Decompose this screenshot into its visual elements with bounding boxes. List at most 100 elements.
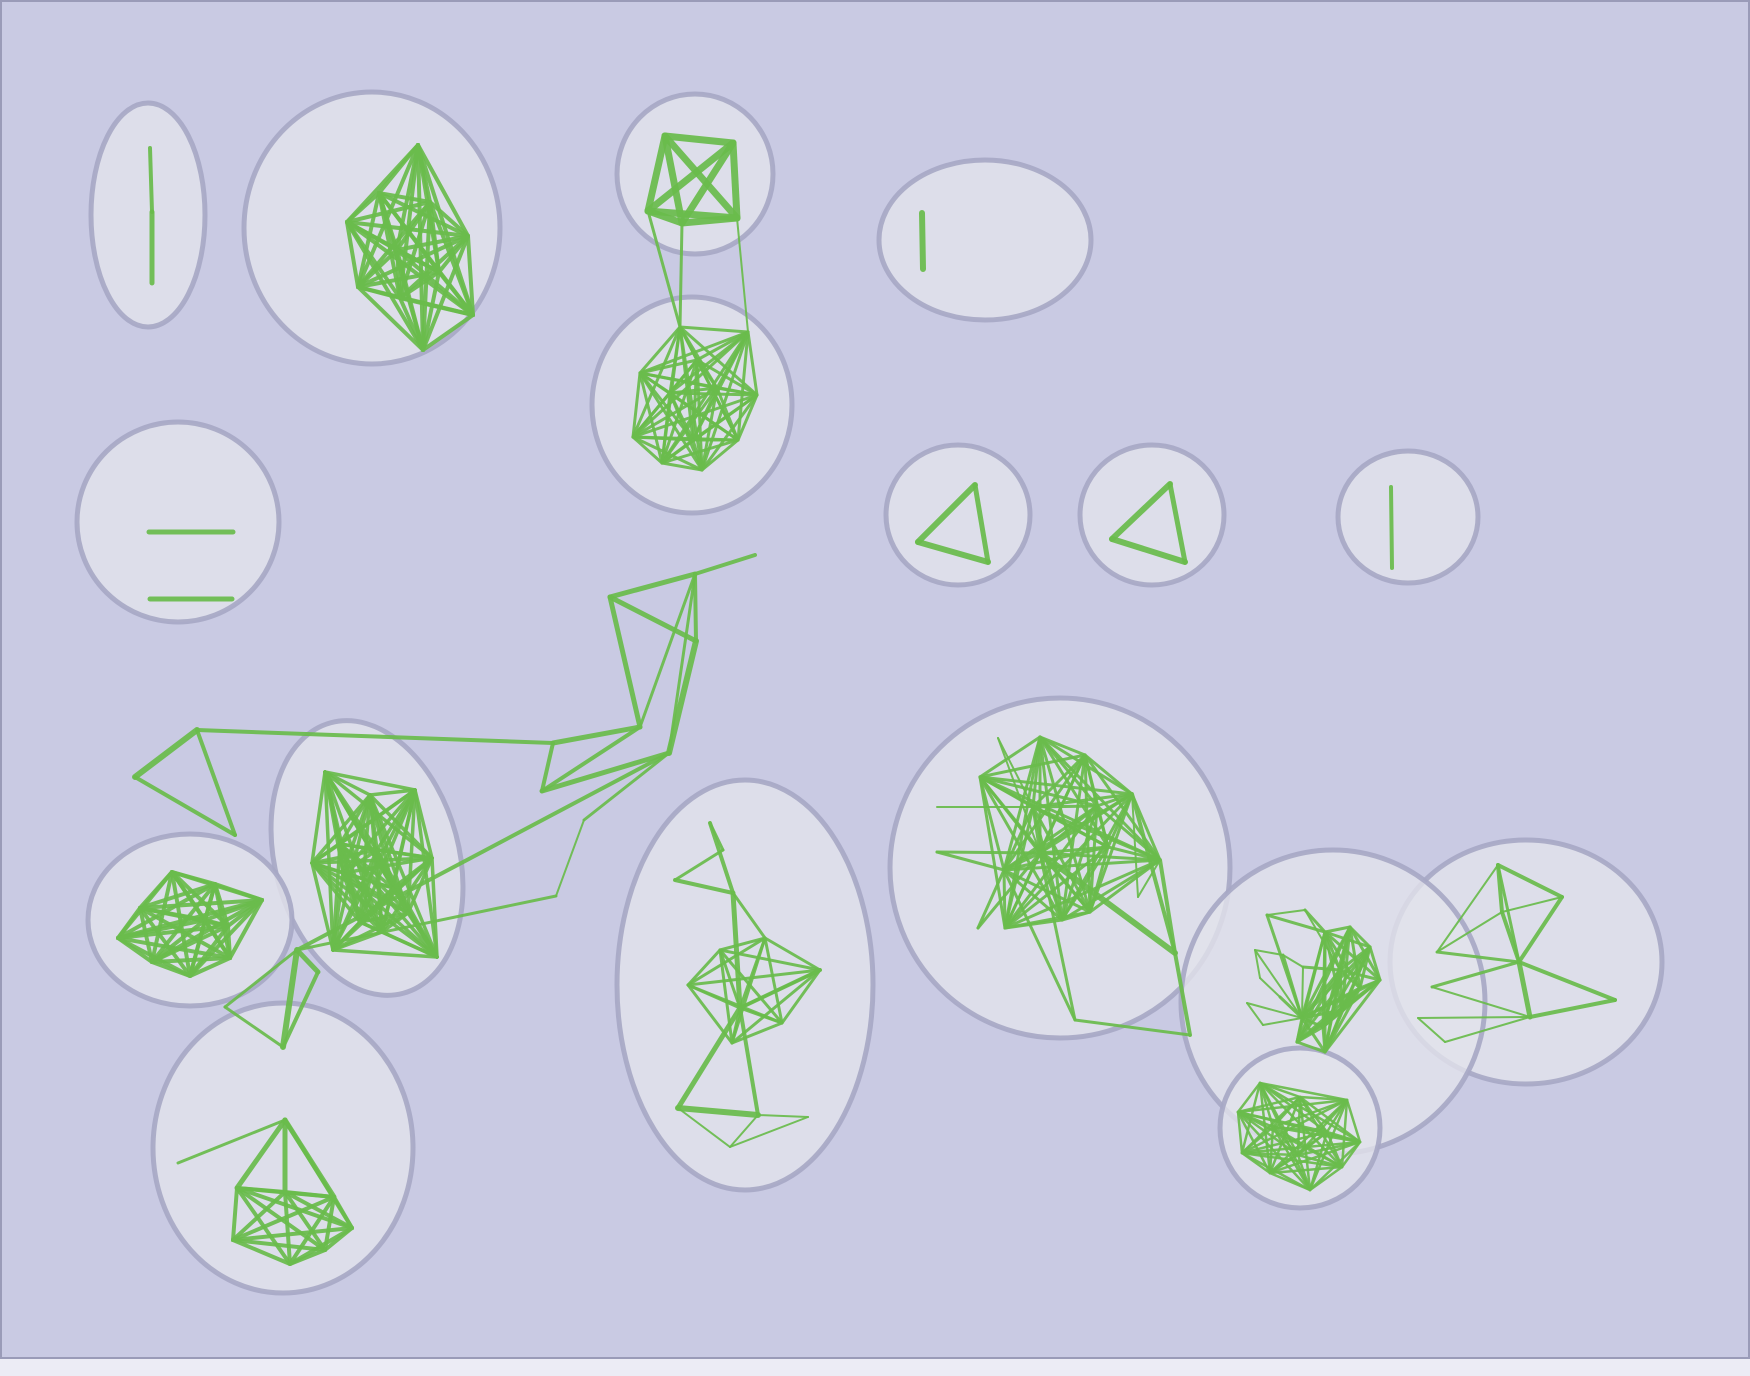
graph-edge [978, 735, 1042, 779]
graph-edge [1259, 977, 1281, 998]
graph-edge [738, 1006, 784, 1025]
graph-edge [1266, 909, 1306, 916]
graph-edge [356, 200, 432, 289]
graph-edge [341, 871, 384, 934]
graph-edge [398, 234, 470, 300]
graph-edge [730, 1021, 784, 1045]
graph-edge [1137, 859, 1161, 898]
graph-edge [231, 1226, 354, 1242]
graph-edge [1095, 804, 1110, 849]
graph-edge [398, 296, 475, 317]
graph-edge [188, 898, 264, 978]
graph-edge [368, 793, 439, 959]
graph-edge [294, 947, 321, 975]
graph-edge [1323, 1008, 1344, 1054]
cluster-blob-tight-junctions [1077, 442, 1227, 588]
graph-edge [1496, 863, 1564, 899]
graph-edge [763, 936, 784, 1025]
graph-edge [972, 482, 991, 565]
graph-edge [1338, 968, 1382, 982]
graph-edge [310, 770, 327, 865]
graph-edge [1240, 1130, 1329, 1155]
graph-edge [678, 325, 750, 334]
graph-edge [195, 728, 555, 745]
graph-edge [1301, 966, 1304, 1019]
graph-edge [1109, 481, 1173, 542]
graph-edge [976, 851, 1042, 930]
graph-edge [1236, 1081, 1262, 1114]
graph-edge [341, 871, 410, 915]
graph-edge [678, 139, 737, 227]
graph-edge [1088, 858, 1162, 914]
graph-edge [1060, 858, 1162, 922]
graph-edge [331, 911, 410, 952]
graph-edge [1254, 949, 1284, 956]
graph-edge [666, 638, 699, 756]
graph-edge [1436, 864, 1499, 953]
graph-edge [729, 1114, 759, 1148]
graph-edge [919, 210, 926, 272]
graph-edge [1109, 536, 1188, 565]
graph-edge [416, 143, 470, 238]
cluster-blob-nucleotide-metabolism [74, 419, 282, 625]
graph-edge [729, 139, 741, 222]
graph-edge [1167, 481, 1188, 565]
graph-edge [283, 1190, 327, 1252]
graph-edge [780, 968, 822, 1025]
graph-edge [730, 890, 743, 1011]
graph-edge [228, 898, 264, 960]
graph-edge [116, 918, 207, 940]
graph-edge [195, 728, 237, 837]
graph-edge [226, 898, 264, 928]
graph-edge [283, 1118, 354, 1230]
graph-edge [678, 325, 704, 472]
graph-edge [686, 948, 722, 987]
graph-edge [1002, 858, 1162, 872]
graph-edge [331, 948, 439, 959]
graph-edge [631, 435, 664, 465]
graph-edge [150, 870, 174, 964]
graph-edge [718, 936, 767, 952]
graph-edge [138, 898, 264, 910]
graph-edge [746, 330, 759, 397]
graph-edge [678, 214, 741, 227]
graph-edge [757, 1114, 809, 1118]
graph-edge [231, 1238, 292, 1266]
graph-edge [1002, 805, 1035, 872]
graph-edge [976, 868, 1006, 930]
graph-edge [1417, 1016, 1531, 1019]
graph-edge [116, 906, 142, 940]
graph-edge [188, 918, 207, 978]
graph-edge [283, 1190, 292, 1266]
graph-edge [678, 221, 684, 329]
graph-edge [607, 594, 643, 730]
graph-edge [1368, 945, 1382, 982]
graph-edge [1278, 995, 1304, 1020]
graph-edge [1268, 1171, 1312, 1192]
graph-edge [1236, 1098, 1349, 1114]
graph-edge [1131, 793, 1139, 898]
graph-edge [1060, 910, 1092, 922]
graph-edge [170, 870, 207, 922]
graph-edge [1240, 1125, 1275, 1155]
graph-edge [660, 461, 704, 472]
graph-edge [150, 960, 192, 978]
graph-edge [915, 539, 991, 565]
graph-edge [176, 1118, 287, 1165]
graph-edge [668, 391, 759, 397]
graph-edge [1262, 1017, 1303, 1026]
graph-edge [1517, 960, 1617, 1002]
graph-edge [1435, 950, 1521, 964]
graph-edge [1303, 908, 1327, 934]
graph-edge [1430, 960, 1521, 989]
graph-edge [1073, 1018, 1192, 1037]
graph-edge [341, 848, 379, 875]
graph-edge [345, 200, 432, 224]
graph-edge [1436, 911, 1503, 953]
graph-edge [283, 1190, 354, 1230]
graph-edge [729, 1116, 809, 1148]
graph-edge [406, 911, 439, 959]
graph-edge [638, 325, 682, 375]
graph-edge [398, 296, 425, 352]
graph-edge [223, 948, 299, 1009]
